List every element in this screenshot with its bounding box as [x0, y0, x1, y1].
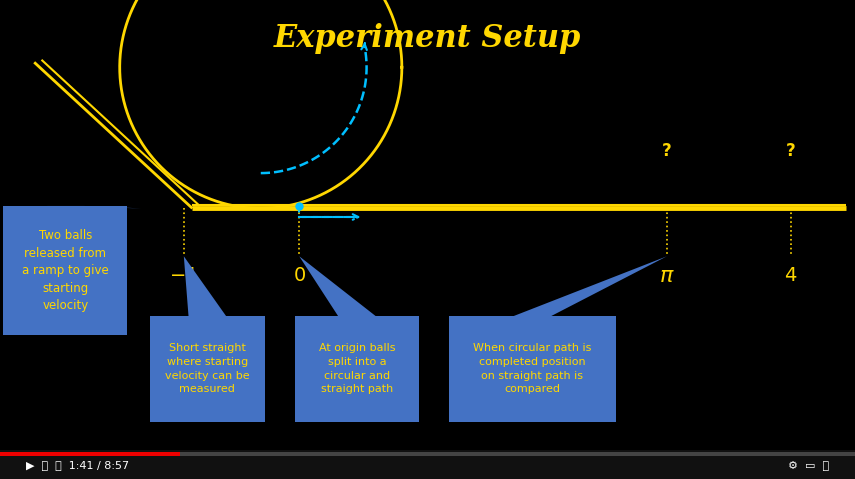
FancyBboxPatch shape	[150, 316, 265, 422]
Text: Short straight
where starting
velocity can be
measured: Short straight where starting velocity c…	[165, 343, 250, 394]
FancyBboxPatch shape	[449, 316, 616, 422]
Polygon shape	[46, 206, 141, 208]
Text: ⚙  ▭  ⤢: ⚙ ▭ ⤢	[788, 460, 829, 469]
Text: ▶  ⏭  🔊  1:41 / 8:57: ▶ ⏭ 🔊 1:41 / 8:57	[26, 460, 129, 469]
Text: Experiment Setup: Experiment Setup	[274, 23, 581, 54]
Polygon shape	[299, 256, 375, 316]
Text: ?: ?	[662, 142, 672, 160]
Text: ?: ?	[786, 142, 796, 160]
FancyBboxPatch shape	[180, 452, 855, 456]
Text: When circular path is
completed position
on straight path is
compared: When circular path is completed position…	[473, 343, 592, 394]
Text: $-1$: $-1$	[169, 266, 198, 285]
FancyBboxPatch shape	[3, 206, 127, 335]
Polygon shape	[184, 256, 226, 316]
Text: $0$: $0$	[292, 266, 306, 285]
Polygon shape	[513, 256, 667, 316]
Text: At origin balls
split into a
circular and
straight path: At origin balls split into a circular an…	[319, 343, 395, 394]
Text: Two balls
released from
a ramp to give
starting
velocity: Two balls released from a ramp to give s…	[22, 229, 109, 312]
FancyBboxPatch shape	[0, 452, 180, 456]
Text: $4$: $4$	[784, 266, 798, 285]
FancyBboxPatch shape	[0, 450, 855, 479]
Text: $\pi$: $\pi$	[659, 266, 675, 286]
FancyBboxPatch shape	[295, 316, 419, 422]
